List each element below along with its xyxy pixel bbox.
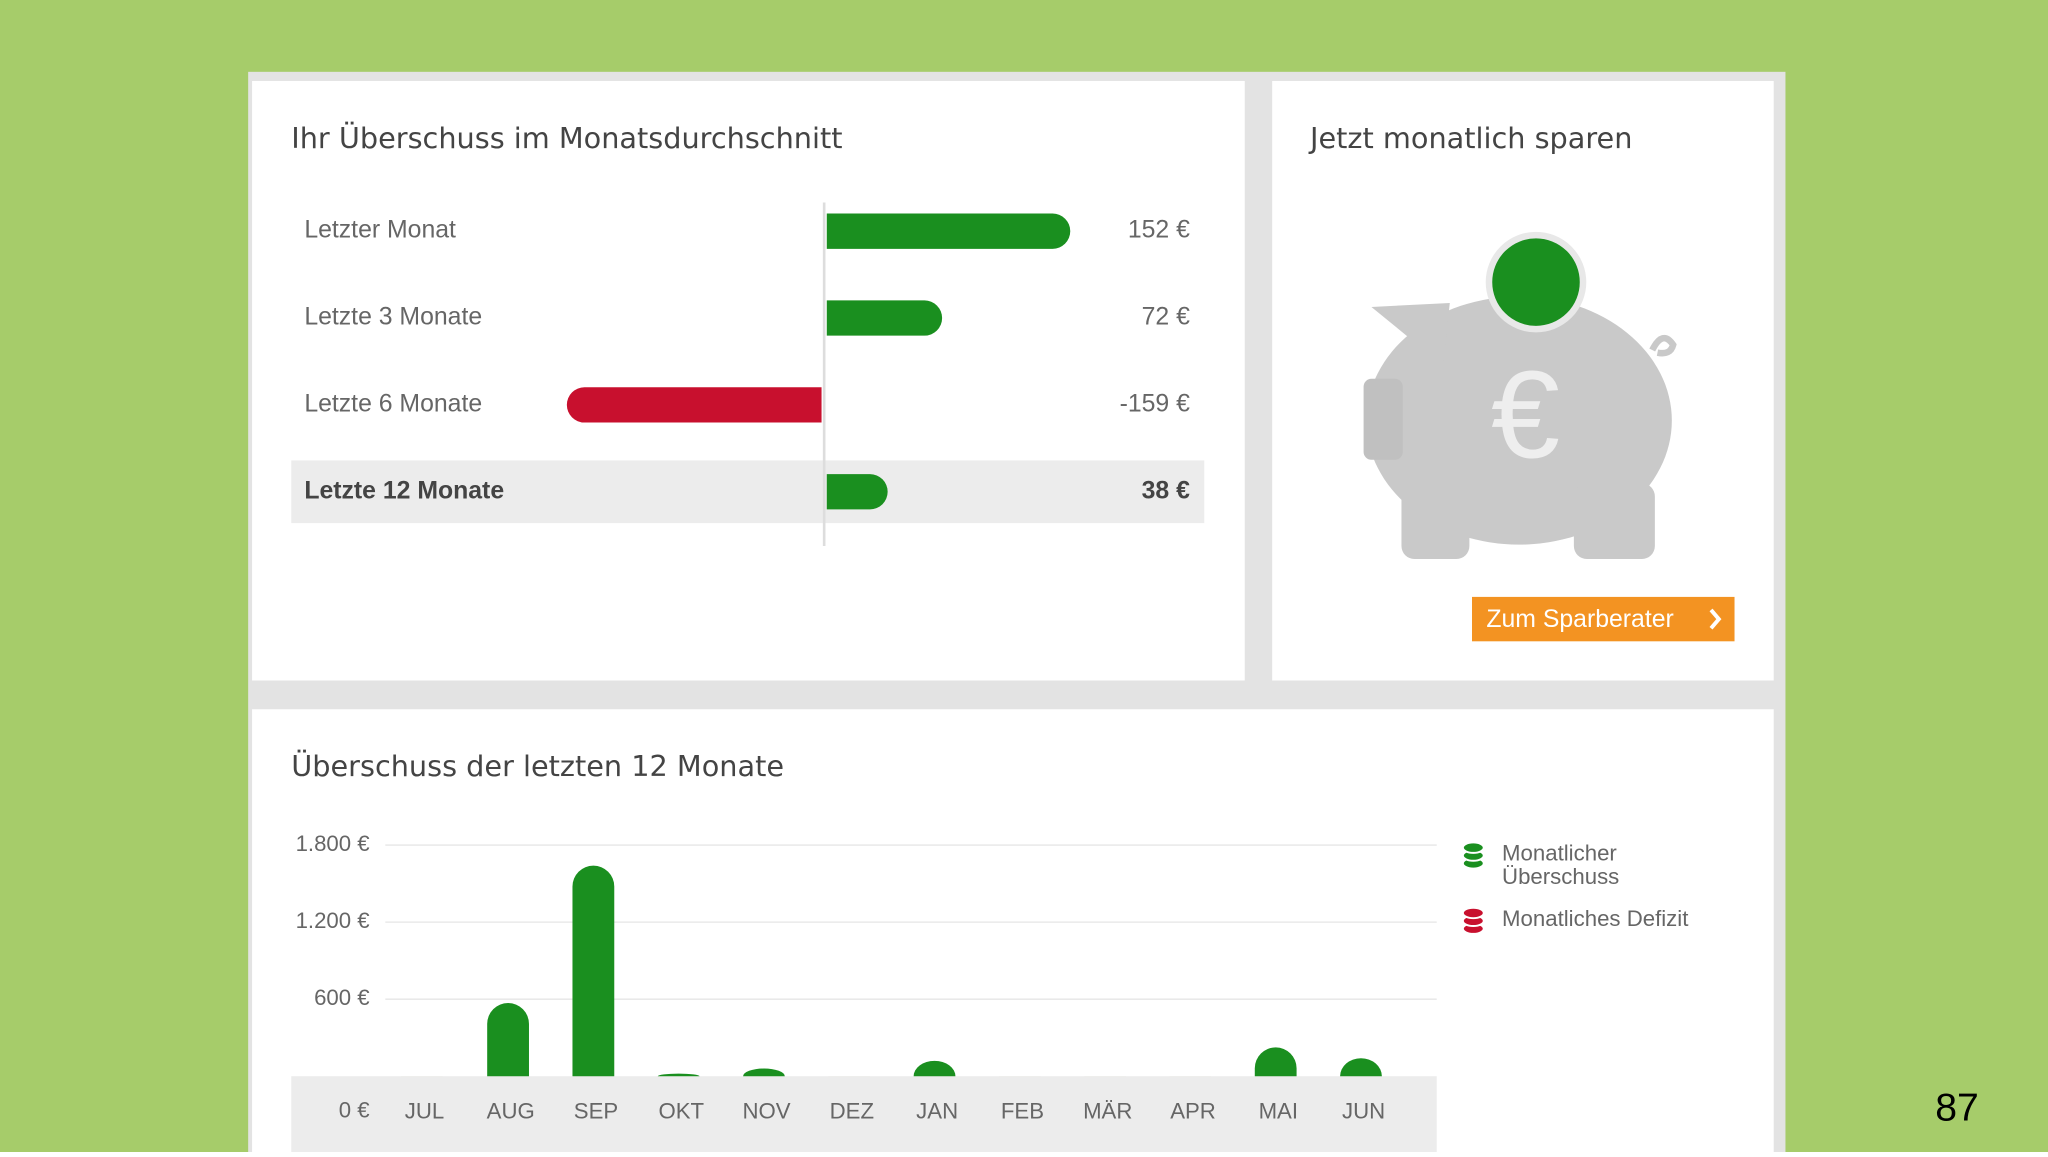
x-tick-label: AUG [487, 1099, 535, 1124]
x-tick-label: JAN [916, 1099, 958, 1124]
y-tick-label: 1.200 € [296, 908, 371, 933]
legend-icon [1461, 841, 1485, 870]
bar [572, 865, 615, 1077]
bar [743, 1068, 785, 1077]
value-label: 72 € [1142, 304, 1190, 331]
x-tick-label: MÄR [1083, 1099, 1132, 1124]
bar [826, 300, 943, 336]
x-tick-label: DEZ [830, 1099, 874, 1124]
legend-entry: Monatliches Defizit [1502, 907, 1689, 932]
x-tick-label: JUL [405, 1099, 444, 1124]
highlight-row [291, 460, 1205, 524]
bar [566, 387, 822, 423]
bar [657, 1073, 700, 1077]
piggy-symbol: € [1491, 346, 1560, 484]
x-tick-label: JUN [1342, 1099, 1385, 1124]
button-label[interactable]: Zum Sparberater [1486, 606, 1673, 633]
legend-coin [1461, 841, 1485, 854]
x-tick-label: SEP [574, 1099, 618, 1124]
savings-title: Jetzt monatlich sparen [1308, 121, 1632, 155]
value-label: 152 € [1128, 217, 1190, 244]
bar [826, 474, 888, 510]
x-tick-label: MAI [1259, 1099, 1298, 1124]
x-tick-label: OKT [658, 1099, 704, 1124]
piggy-bank: € [1363, 231, 1677, 560]
summary-title: Ihr Überschuss im Monatsdurchschnitt [291, 121, 842, 155]
category-band [291, 1076, 1437, 1152]
bar [913, 1060, 956, 1077]
row-label: Letzte 12 Monate [304, 477, 504, 504]
page-number: 87 [1935, 1087, 1979, 1130]
legend-label: Monatliches Defizit [1502, 907, 1689, 932]
monthly-title: Überschuss der letzten 12 Monate [291, 749, 784, 783]
summary-panel [252, 80, 1245, 681]
x-tick-label: APR [1170, 1099, 1216, 1124]
row-label: Letzte 3 Monate [304, 304, 482, 331]
row-label: Letzte 6 Monate [304, 390, 482, 417]
legend-coin [1461, 906, 1485, 920]
y-tick-label: 600 € [314, 985, 370, 1010]
button-chevron[interactable] [1709, 608, 1722, 630]
bar [487, 1003, 529, 1077]
value-label: 38 € [1142, 477, 1190, 504]
legend-label: Monatlicher Überschuss [1502, 842, 1620, 890]
row-label: Letzter Monat [304, 217, 456, 244]
value-label: -159 € [1120, 390, 1191, 417]
button-background[interactable] [1472, 596, 1735, 642]
y-tick-label: 0 € [339, 1097, 371, 1122]
bar [1340, 1058, 1382, 1077]
x-tick-label: FEB [1001, 1099, 1044, 1124]
bar [1254, 1047, 1297, 1077]
x-tick-label: NOV [743, 1099, 791, 1124]
bar [826, 213, 1071, 249]
y-tick-label: 1.800 € [296, 831, 371, 856]
legend-entry: Monatlicher Überschuss [1502, 842, 1620, 890]
savings-button[interactable]: Zum Sparberater [1472, 596, 1735, 642]
legend-icon [1461, 906, 1485, 935]
